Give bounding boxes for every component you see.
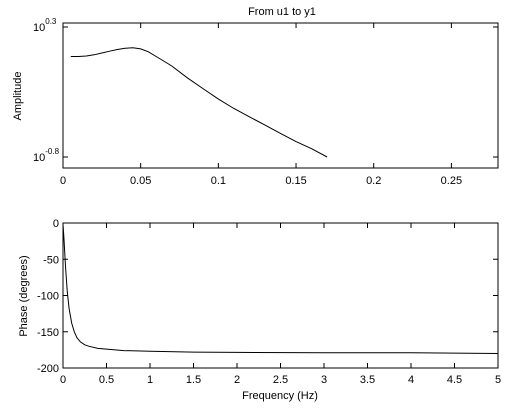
amplitude-ylabel: Amplitude <box>12 72 24 121</box>
amplitude-xticks: 0 0.05 0.1 0.15 0.2 0.25 <box>60 23 462 187</box>
phase-xtick-label: 3 <box>321 374 327 386</box>
phase-axes: Phase (degrees) Frequency (Hz) 0 0.5 1 1.5 2… <box>18 218 501 402</box>
amplitude-xtick-label: 0 <box>60 175 66 187</box>
amplitude-xtick-label: 0.2 <box>366 175 381 187</box>
phase-xtick-label: 3.5 <box>360 374 375 386</box>
phase-xtick-label: 4.5 <box>447 374 462 386</box>
amplitude-title: From u1 to y1 <box>248 6 316 18</box>
phase-xtick-label: 0.5 <box>99 374 114 386</box>
phase-xtick-label: 1 <box>147 374 153 386</box>
amplitude-yticks: 100.3 10-0.8 <box>33 17 498 164</box>
amplitude-series-line <box>70 47 328 158</box>
phase-xtick-label: 1.5 <box>186 374 201 386</box>
phase-xtick-label: 0 <box>60 374 66 386</box>
amplitude-ytick-label: 100.3 <box>33 17 57 34</box>
phase-xtick-label: 2.5 <box>273 374 288 386</box>
phase-xtick-label: 5 <box>495 374 501 386</box>
amplitude-axes: From u1 to y1 Amplitude 0 0.05 0.1 0.15 0.2 0… <box>12 6 499 187</box>
phase-ytick-label: -150 <box>37 327 59 339</box>
phase-xticks: 0 0.5 1 1.5 2 2.5 3 3.5 4 4.5 5 <box>60 223 501 386</box>
phase-yticks: 0 -50 -100 -150 -200 <box>37 218 498 375</box>
phase-ytick-label: 0 <box>53 218 59 230</box>
phase-ytick-label: -200 <box>37 363 59 375</box>
amplitude-plot-box <box>62 22 499 169</box>
amplitude-ytick-label: 10-0.8 <box>33 147 60 164</box>
amplitude-xtick-label: 0.1 <box>211 175 226 187</box>
phase-xlabel: Frequency (Hz) <box>242 390 318 402</box>
amplitude-xtick-label: 0.25 <box>441 175 462 187</box>
phase-xtick-label: 2 <box>234 374 240 386</box>
phase-ytick-label: -100 <box>37 291 59 303</box>
phase-xtick-label: 4 <box>408 374 414 386</box>
amplitude-xtick-label: 0.15 <box>285 175 306 187</box>
phase-ytick-label: -50 <box>43 254 59 266</box>
phase-ylabel: Phase (degrees) <box>18 255 30 336</box>
phase-series-line <box>62 224 499 354</box>
phase-plot-box <box>62 222 499 369</box>
amplitude-xtick-label: 0.05 <box>130 175 151 187</box>
